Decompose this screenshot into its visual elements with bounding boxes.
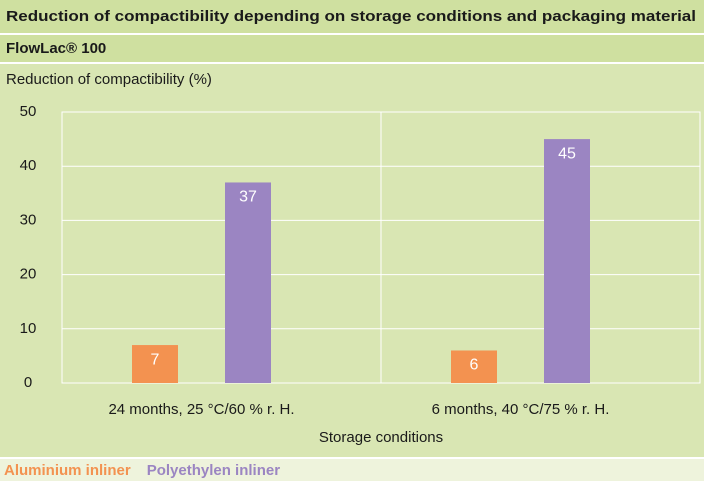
bar — [451, 350, 497, 383]
y-tick-label: 30 — [20, 211, 37, 228]
bar-value-label: 6 — [470, 357, 479, 374]
bar-value-label: 37 — [239, 189, 257, 206]
x-axis-label: Storage conditions — [319, 429, 443, 446]
y-tick-label: 0 — [24, 374, 32, 391]
chart-title: Reduction of compactibility depending on… — [6, 8, 696, 25]
bar — [132, 345, 178, 383]
subtitle-bar — [0, 35, 704, 62]
x-tick-label: 24 months, 25 °C/60 % r. H. — [108, 401, 294, 418]
y-tick-label: 10 — [20, 320, 37, 337]
y-tick-label: 50 — [20, 103, 37, 120]
y-axis-label: Reduction of compactibility (%) — [6, 71, 212, 88]
y-tick-label: 20 — [20, 266, 37, 283]
bar-value-label: 7 — [151, 351, 160, 368]
y-tick-label: 40 — [20, 157, 37, 174]
legend-label: Aluminium inliner — [4, 462, 131, 479]
legend-bar — [0, 459, 704, 481]
chart-subtitle: FlowLac® 100 — [6, 40, 106, 57]
bar-value-label: 45 — [558, 145, 576, 162]
plot-panel — [0, 64, 704, 457]
bar — [225, 182, 271, 383]
bar — [544, 139, 590, 383]
legend-label: Polyethylen inliner — [147, 462, 281, 479]
title-bar — [0, 0, 704, 33]
x-tick-label: 6 months, 40 °C/75 % r. H. — [432, 401, 610, 418]
